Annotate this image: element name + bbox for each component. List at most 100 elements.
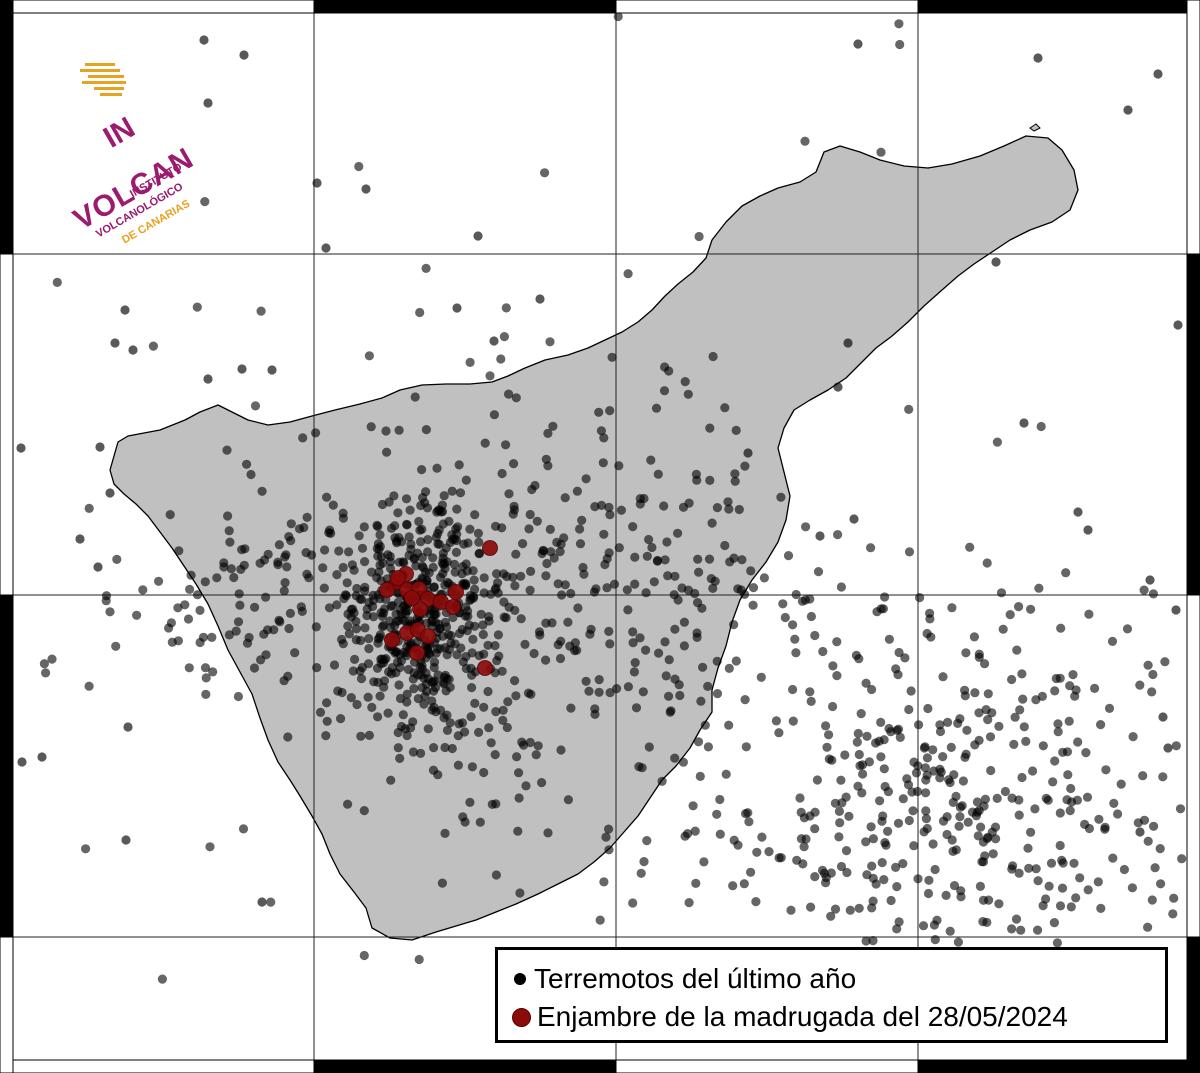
earthquake-point	[673, 595, 683, 605]
earthquake-point	[697, 603, 707, 613]
earthquake-point	[207, 632, 217, 643]
earthquake-point	[480, 438, 490, 448]
earthquake-point	[670, 753, 680, 763]
earthquake-point	[630, 658, 640, 668]
earthquake-point	[526, 566, 536, 577]
earthquake-point	[1008, 861, 1018, 871]
earthquake-point	[1048, 777, 1058, 787]
frame-top-segment	[615, 0, 919, 14]
earthquake-point	[746, 867, 756, 877]
earthquake-point	[545, 524, 555, 535]
earthquake-point	[249, 663, 260, 673]
earthquake-point	[662, 537, 672, 547]
earthquake-point	[412, 637, 422, 647]
earthquake-point	[319, 583, 329, 593]
earthquake-point	[642, 836, 652, 846]
earthquake-point	[433, 539, 443, 549]
earthquake-point	[321, 731, 331, 741]
swarm-point	[409, 645, 425, 661]
earthquake-point	[1065, 806, 1075, 816]
earthquake-point	[1012, 645, 1022, 655]
earthquake-point	[404, 532, 414, 542]
earthquake-point	[604, 845, 614, 855]
earthquake-point	[474, 727, 484, 738]
earthquake-point	[132, 610, 142, 620]
earthquake-point	[731, 425, 741, 435]
earthquake-point	[465, 797, 475, 808]
earthquake-point	[502, 722, 512, 733]
earthquake-point	[895, 39, 905, 50]
earthquake-point	[440, 742, 450, 753]
frame-right-segment	[1186, 253, 1200, 596]
earthquake-point	[432, 463, 442, 473]
earthquake-point	[372, 663, 383, 673]
earthquake-point	[337, 634, 347, 645]
earthquake-point	[527, 484, 537, 495]
earthquake-point	[594, 687, 604, 697]
earthquake-point	[364, 634, 374, 644]
earthquake-point	[454, 460, 464, 470]
earthquake-point	[223, 511, 233, 521]
earthquake-point	[1083, 525, 1093, 535]
earthquake-point	[408, 747, 418, 757]
earthquake-point	[628, 627, 638, 637]
earthquake-point	[497, 666, 507, 676]
earthquake-point	[111, 641, 121, 651]
earthquake-point	[334, 546, 344, 556]
earthquake-point	[315, 707, 326, 718]
earthquake-point	[499, 569, 509, 579]
earthquake-point	[914, 720, 924, 730]
earthquake-point	[923, 703, 933, 714]
earthquake-point	[448, 612, 458, 623]
earthquake-point	[373, 712, 383, 722]
earthquake-point	[891, 862, 901, 873]
earthquake-point	[533, 741, 543, 751]
earthquake-point	[861, 678, 871, 688]
earthquake-point	[473, 528, 483, 539]
earthquake-point	[720, 403, 730, 413]
earthquake-point	[200, 663, 211, 673]
earthquake-point	[867, 903, 877, 913]
earthquake-point	[312, 178, 322, 188]
earthquake-point	[1122, 624, 1133, 634]
earthquake-point	[810, 630, 820, 641]
earthquake-point	[691, 878, 701, 889]
earthquake-point	[984, 895, 994, 905]
earthquake-point	[1128, 732, 1138, 742]
earthquake-point	[969, 632, 980, 642]
earthquake-point	[812, 775, 823, 785]
earthquake-point	[467, 683, 477, 693]
earthquake-point	[893, 670, 903, 680]
earthquake-point	[849, 514, 859, 524]
earthquake-point	[1168, 909, 1178, 919]
earthquake-point	[598, 458, 608, 468]
earthquake-point	[833, 530, 843, 540]
earthquake-point	[1156, 879, 1166, 889]
earthquake-point	[52, 277, 62, 287]
earthquake-point	[746, 566, 756, 576]
earthquake-point	[408, 674, 418, 684]
earthquake-point	[1055, 901, 1066, 911]
earthquake-point	[821, 721, 831, 731]
earthquake-point	[199, 35, 209, 45]
earthquake-point	[39, 659, 50, 669]
earthquake-point	[707, 518, 717, 528]
earthquake-point	[894, 19, 904, 29]
earthquake-point	[743, 448, 753, 458]
earthquake-point	[878, 811, 888, 821]
frame-left-segment	[0, 594, 14, 938]
earthquake-point	[836, 775, 846, 785]
earthquake-point	[521, 781, 531, 791]
large-red-dot-icon	[512, 1007, 531, 1027]
earthquake-point	[311, 622, 321, 632]
earthquake-point	[1127, 883, 1137, 893]
earthquake-point	[1044, 881, 1054, 891]
earthquake-point	[284, 623, 294, 634]
earthquake-point	[868, 936, 878, 946]
earthquake-point	[958, 776, 969, 786]
earthquake-point	[354, 161, 364, 172]
earthquake-point	[75, 534, 85, 544]
earthquake-point	[805, 594, 815, 604]
earthquake-point	[467, 670, 477, 680]
earthquake-point	[563, 617, 573, 627]
